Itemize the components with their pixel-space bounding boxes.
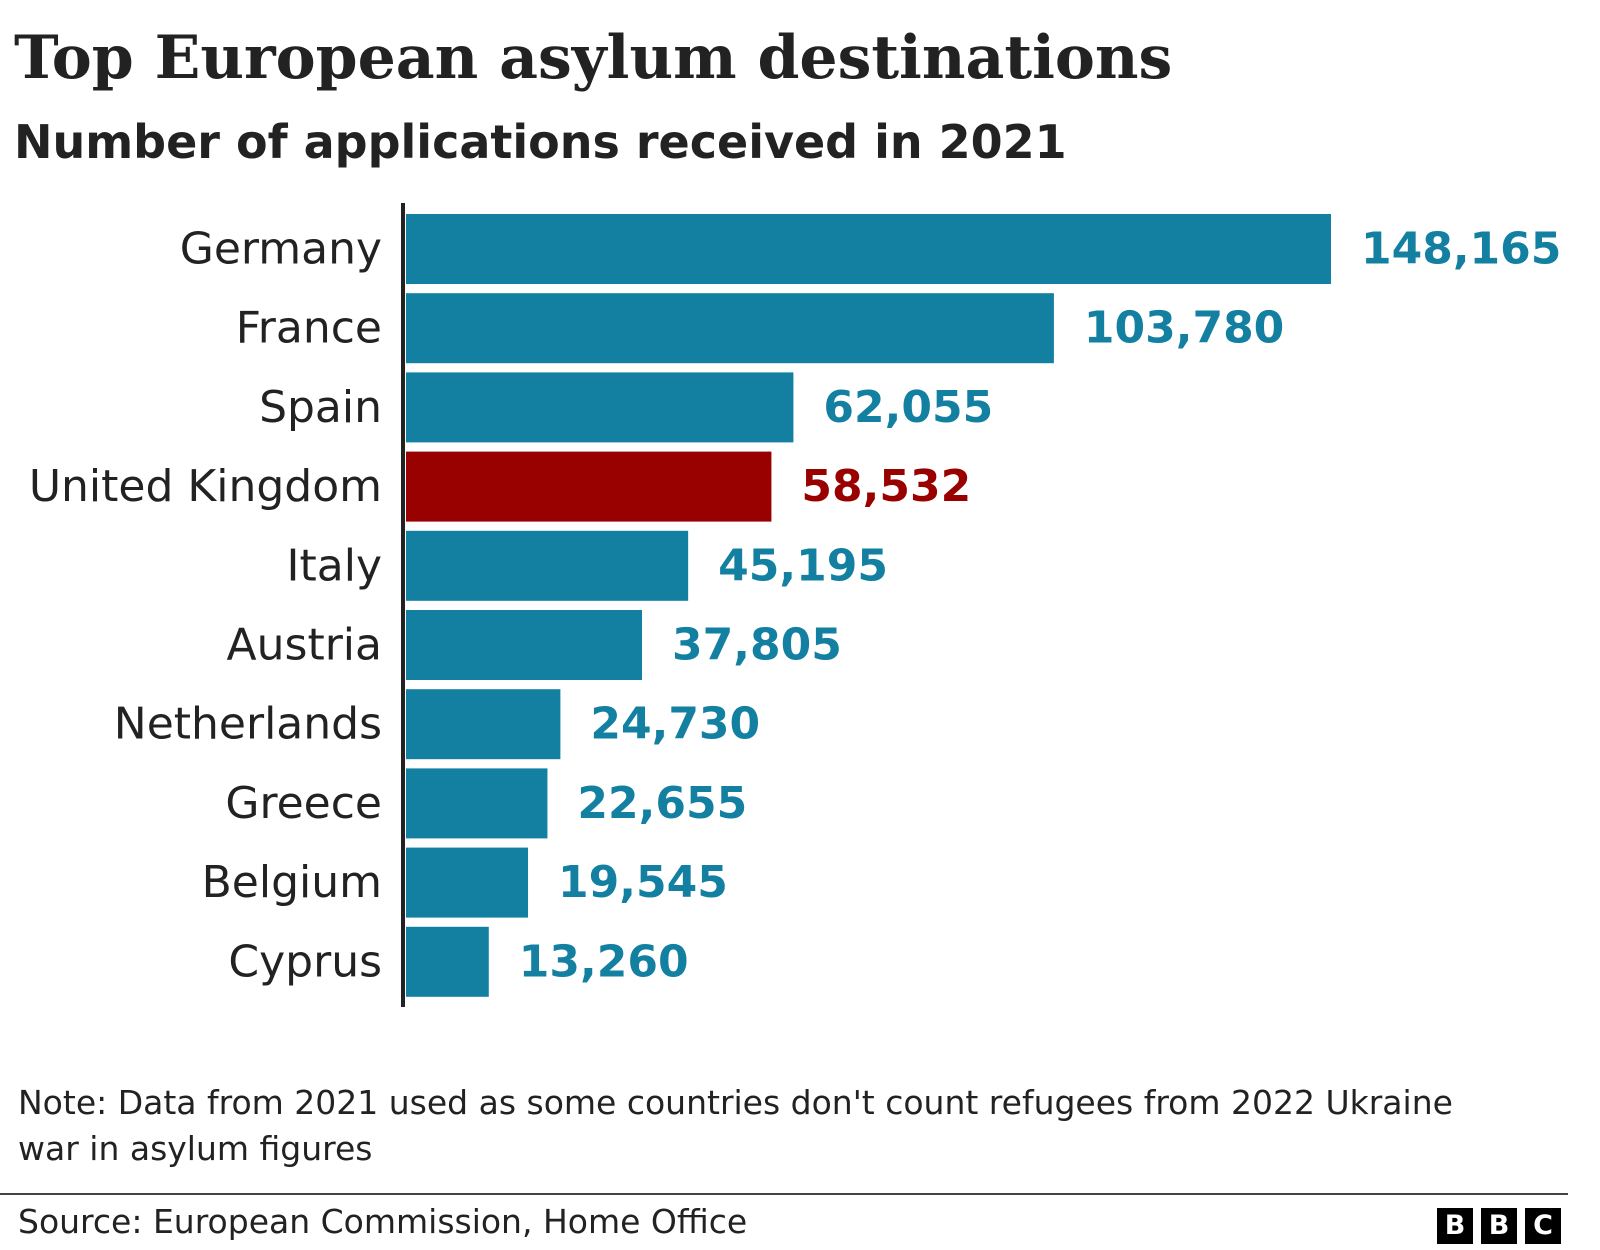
- bar-belgium: [406, 847, 529, 918]
- category-label-spain: Spain: [259, 382, 382, 433]
- bar-netherlands: [406, 689, 561, 760]
- value-label-netherlands: 24,730: [590, 699, 760, 750]
- bar-united-kingdom: [406, 451, 772, 522]
- bar-greece: [406, 768, 548, 839]
- category-label-united-kingdom: United Kingdom: [29, 461, 382, 512]
- bar-france: [406, 293, 1054, 364]
- category-labels-group: Germany France Spain United Kingdom Italy Aus…: [29, 224, 382, 988]
- category-label-italy: Italy: [287, 540, 382, 591]
- value-label-greece: 22,655: [577, 778, 747, 829]
- value-label-spain: 62,055: [823, 382, 993, 433]
- bar-austria: [406, 610, 643, 680]
- value-labels-group: 148,165 103,780 62,055 58,532 45,195 37,805 24…: [519, 224, 1562, 988]
- bar-germany: [406, 214, 1331, 284]
- category-label-france: France: [236, 303, 382, 354]
- category-label-cyprus: Cyprus: [228, 936, 382, 987]
- value-label-germany: 148,165: [1361, 224, 1561, 275]
- value-label-belgium: 19,545: [558, 857, 728, 908]
- category-label-greece: Greece: [225, 778, 382, 829]
- chart-note: Note: Data from 2021 used as some countr…: [18, 1083, 1453, 1168]
- value-label-cyprus: 13,260: [519, 936, 689, 987]
- value-label-italy: 45,195: [718, 540, 888, 591]
- category-label-belgium: Belgium: [202, 857, 382, 908]
- value-label-united-kingdom: 58,532: [801, 461, 971, 512]
- value-label-austria: 37,805: [672, 620, 842, 671]
- category-label-germany: Germany: [180, 224, 382, 275]
- chart-source: Source: European Commission, Home Office: [18, 1202, 748, 1241]
- bbc-logo-block-2: B: [1481, 1208, 1517, 1244]
- bar-cyprus: [406, 926, 489, 997]
- bar-italy: [406, 530, 689, 601]
- footer-divider: [0, 1193, 1568, 1195]
- value-label-france: 103,780: [1084, 303, 1284, 354]
- chart-title: Top European asylum destinations: [14, 23, 1173, 93]
- bbc-logo-block-3: C: [1525, 1208, 1561, 1244]
- bar-chart: Germany France Spain United Kingdom Italy Aus…: [29, 203, 1562, 1007]
- bbc-logo-block-1: B: [1437, 1208, 1473, 1244]
- category-label-austria: Austria: [227, 620, 382, 671]
- bbc-logo: B B C: [1437, 1208, 1561, 1244]
- bar-spain: [406, 372, 794, 443]
- chart-subtitle: Number of applications received in 2021: [14, 115, 1067, 169]
- bars-group: [406, 214, 1331, 997]
- category-label-netherlands: Netherlands: [114, 699, 382, 750]
